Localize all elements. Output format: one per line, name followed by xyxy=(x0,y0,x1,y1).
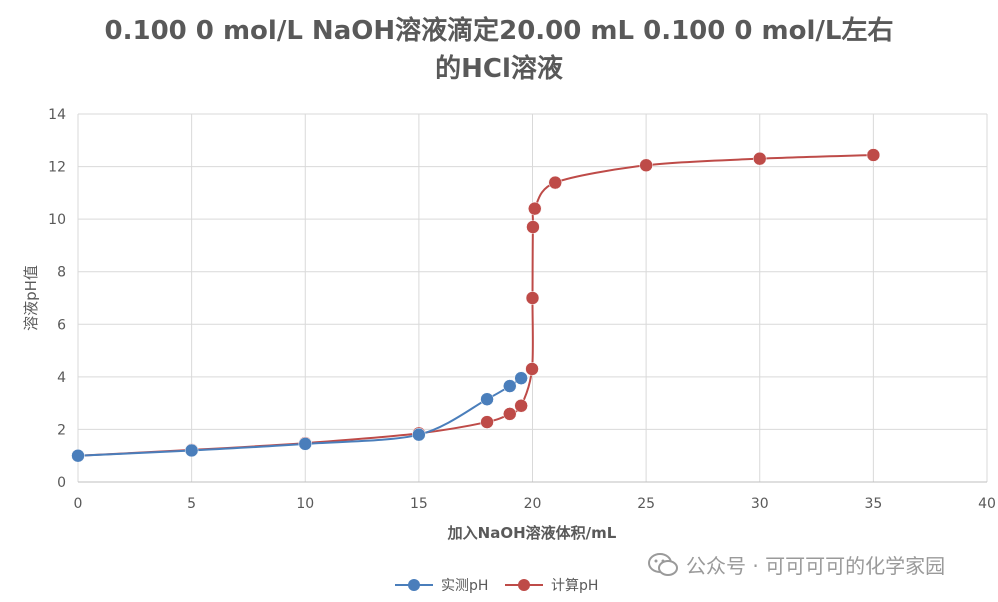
data-point xyxy=(412,427,426,442)
legend-item: 实测pH xyxy=(395,578,488,594)
wechat-icon xyxy=(648,552,678,576)
x-tick-label: 30 xyxy=(751,496,769,512)
y-axis-label: 溶液pH值 xyxy=(22,265,40,331)
series-1 xyxy=(71,148,881,463)
legend-label: 实测pH xyxy=(441,578,488,594)
grid xyxy=(77,113,988,483)
legend-marker xyxy=(518,579,530,591)
legend-item: 计算pH xyxy=(505,578,598,594)
y-tick-label: 4 xyxy=(57,370,66,386)
data-point xyxy=(514,399,528,413)
chart-title: 0.100 0 mol/L NaOH溶液滴定20.00 mL 0.100 0 m… xyxy=(0,12,998,88)
legend: 实测pH 计算pH xyxy=(395,578,598,594)
y-tick-label: 14 xyxy=(48,107,66,123)
x-tick-label: 40 xyxy=(978,496,996,512)
data-point xyxy=(503,407,517,421)
watermark-text: 公众号 · 可可可可的化学家园 xyxy=(686,554,946,578)
y-tick-label: 6 xyxy=(57,317,66,333)
x-tick-label: 5 xyxy=(187,496,196,512)
data-point xyxy=(503,379,517,393)
x-tick-label: 0 xyxy=(74,496,83,512)
data-point xyxy=(184,443,199,458)
y-tick-label: 12 xyxy=(48,160,66,176)
chart-title-line-2: 的HCl溶液 xyxy=(435,54,563,84)
legend-marker xyxy=(408,579,420,591)
y-tick-label: 2 xyxy=(57,422,66,438)
data-point xyxy=(528,201,542,216)
watermark: 公众号 · 可可可可的化学家园 xyxy=(648,550,945,579)
x-tick-label: 25 xyxy=(637,496,655,512)
data-point xyxy=(480,415,494,429)
chart-title-line-1: 0.100 0 mol/L NaOH溶液滴定20.00 mL 0.100 0 m… xyxy=(104,16,894,46)
series-line xyxy=(77,154,874,457)
data-point xyxy=(548,175,562,190)
data-point xyxy=(514,371,528,385)
data-point xyxy=(639,158,653,173)
x-axis-label: 加入NaOH溶液体积/mL xyxy=(447,524,617,542)
y-tick-label: 0 xyxy=(57,475,66,491)
data-point xyxy=(866,148,881,162)
series-0 xyxy=(71,371,528,463)
x-tick-label: 15 xyxy=(410,496,428,512)
data-point xyxy=(298,437,312,451)
series-group xyxy=(71,148,881,463)
data-point xyxy=(753,151,767,166)
data-point xyxy=(525,291,540,305)
data-point xyxy=(71,448,85,463)
x-tick-label: 35 xyxy=(864,496,882,512)
y-tick-label: 10 xyxy=(48,212,66,228)
legend-label: 计算pH xyxy=(551,578,598,594)
x-tick-label: 10 xyxy=(296,496,314,512)
x-tick-label: 20 xyxy=(524,496,542,512)
data-point xyxy=(526,220,540,234)
axes: 0 2 4 6 8 10 12 14 0 5 10 15 20 25 30 35 40 xyxy=(48,107,996,512)
data-point xyxy=(480,392,494,406)
y-tick-label: 8 xyxy=(57,265,66,281)
data-point xyxy=(525,362,539,376)
